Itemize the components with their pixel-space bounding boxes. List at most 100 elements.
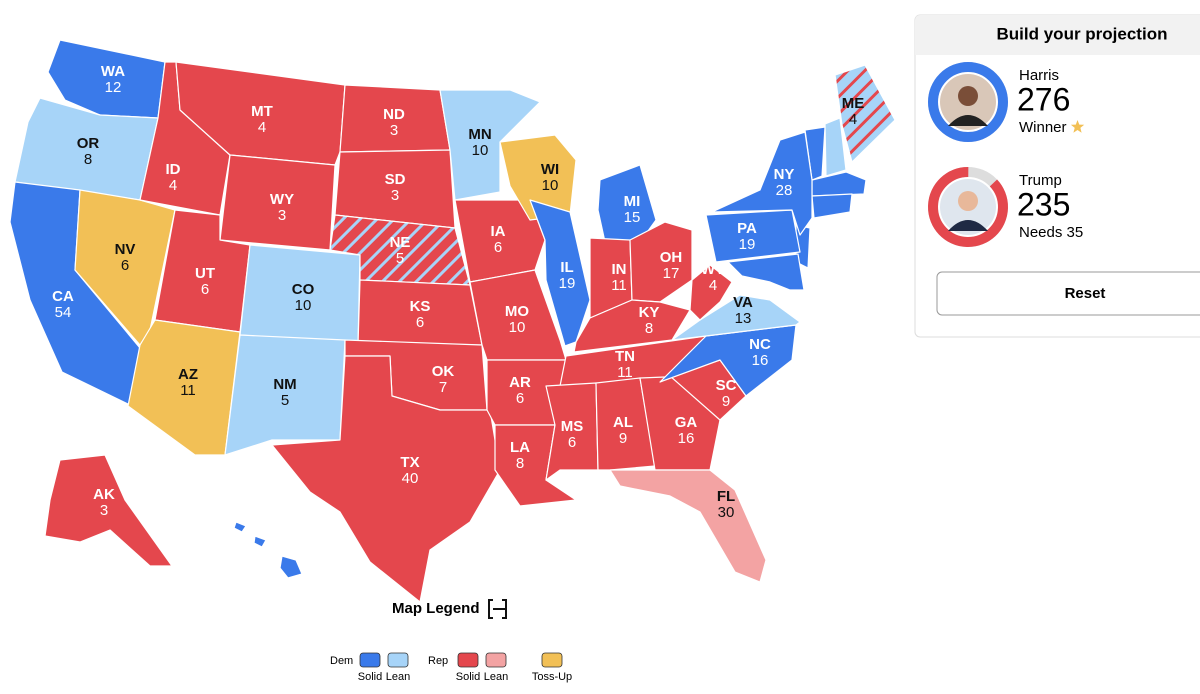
photo-body [948,220,988,231]
state-shape[interactable] [834,64,896,163]
state-shape[interactable] [271,355,501,603]
state-votes: 6 [416,314,424,331]
state-abbr: WA [101,63,125,80]
state-votes: 3 [278,207,286,224]
state-votes: 3 [390,122,398,139]
state-abbr: FL [717,488,735,505]
state-shape[interactable] [573,299,691,353]
map-legend: Map Legend Dem Solid Lean Rep Solid Lean Toss-… [330,599,572,683]
candidate-votes: 276 [1017,81,1070,117]
state-votes: 17 [663,265,680,282]
legend-toggle[interactable] [488,599,507,619]
state-votes: 30 [718,504,735,521]
state-votes: 10 [295,297,312,314]
reset-button[interactable]: Reset [936,271,1200,316]
state-shape[interactable] [529,199,591,347]
state-votes: 6 [516,390,524,407]
state-abbr: WY [270,191,294,208]
state-shape[interactable] [705,209,801,263]
state-abbr: SD [385,171,406,188]
state-shape[interactable] [689,264,733,321]
state-abbr: IA [491,223,506,240]
candidate-name: Trump [1019,172,1062,189]
state-shape[interactable] [711,131,813,236]
candidate-status: Needs 35 [1019,224,1083,241]
state-votes: 3 [391,187,399,204]
state-shape[interactable] [595,377,656,471]
button-label[interactable]: Reset [1065,285,1106,302]
legend-swatch [457,652,479,668]
candidate-votes: 235 [1017,186,1070,222]
state-shape[interactable] [811,193,853,219]
state-votes: 5 [281,392,289,409]
state-shape[interactable] [727,253,805,291]
winner-star [1070,120,1085,133]
state-abbr: MN [468,126,491,143]
state-votes: 6 [201,281,209,298]
state-shape[interactable] [824,117,847,177]
state-abbr: MS [561,418,584,435]
state-votes: 9 [619,430,627,447]
state-abbr: IN [612,261,627,278]
state-votes: 4 [258,119,266,136]
button-box[interactable] [936,271,1200,316]
state-shape[interactable] [253,535,267,548]
state-abbr: VA [733,294,753,311]
state-shape[interactable] [454,199,546,283]
state-votes: 8 [84,151,92,168]
state-votes: 19 [559,275,576,292]
state-votes: 11 [617,364,633,381]
state-shape[interactable] [439,89,541,201]
state-abbr: MO [505,303,529,320]
state-abbr: KY [639,304,660,321]
photo-head [958,191,978,211]
state-votes: 28 [776,182,793,199]
state-abbr: TX [400,454,419,471]
state-abbr: AK [93,486,115,503]
state-votes: 4 [849,111,857,128]
state-shape[interactable] [671,294,801,341]
legend-label: Toss-Up [532,671,572,683]
state-abbr: NV [115,241,136,258]
state-abbr: AL [613,414,633,431]
state-labels: WA12OR8CA54NV6ID4MT4WY3UT6AZ11CO10NM5ND3… [52,63,864,521]
legend-label: Solid [358,671,382,683]
legend-group-name: Rep [428,655,448,667]
legend-group-name: Dem [330,655,353,667]
state-abbr: OH [660,249,683,266]
state-votes: 4 [169,177,177,194]
state-votes: 19 [739,236,756,253]
state-shape[interactable] [279,555,303,579]
state-abbr: NE [390,234,411,251]
photo-head [958,86,978,106]
state-votes: 8 [645,320,653,337]
photo-body [948,115,988,126]
panel-header [915,15,1200,55]
state-abbr: OR [77,135,100,152]
state-votes: 3 [100,502,108,519]
state-abbr: KS [410,298,431,315]
state-votes: 7 [439,379,447,396]
ring-progress [928,62,1008,142]
state-shape[interactable] [224,334,346,456]
state-abbr: NM [273,376,296,393]
state-abbr: GA [675,414,698,431]
state-abbr: TN [615,348,635,365]
state-votes: 11 [180,382,196,399]
state-shape[interactable] [609,469,767,583]
state-abbr: MT [251,103,273,120]
legend-swatch [387,652,409,668]
state-abbr: SC [716,377,737,394]
state-votes: 6 [494,239,502,256]
state-shape[interactable] [44,454,173,567]
state-shape[interactable] [233,521,247,533]
state-votes: 8 [516,455,524,472]
state-votes: 13 [735,310,752,327]
legend-label: Solid [456,671,480,683]
state-votes: 16 [752,352,769,369]
state-abbr: UT [195,265,215,282]
legend-label: Lean [484,671,508,683]
state-abbr: MI [624,193,641,210]
